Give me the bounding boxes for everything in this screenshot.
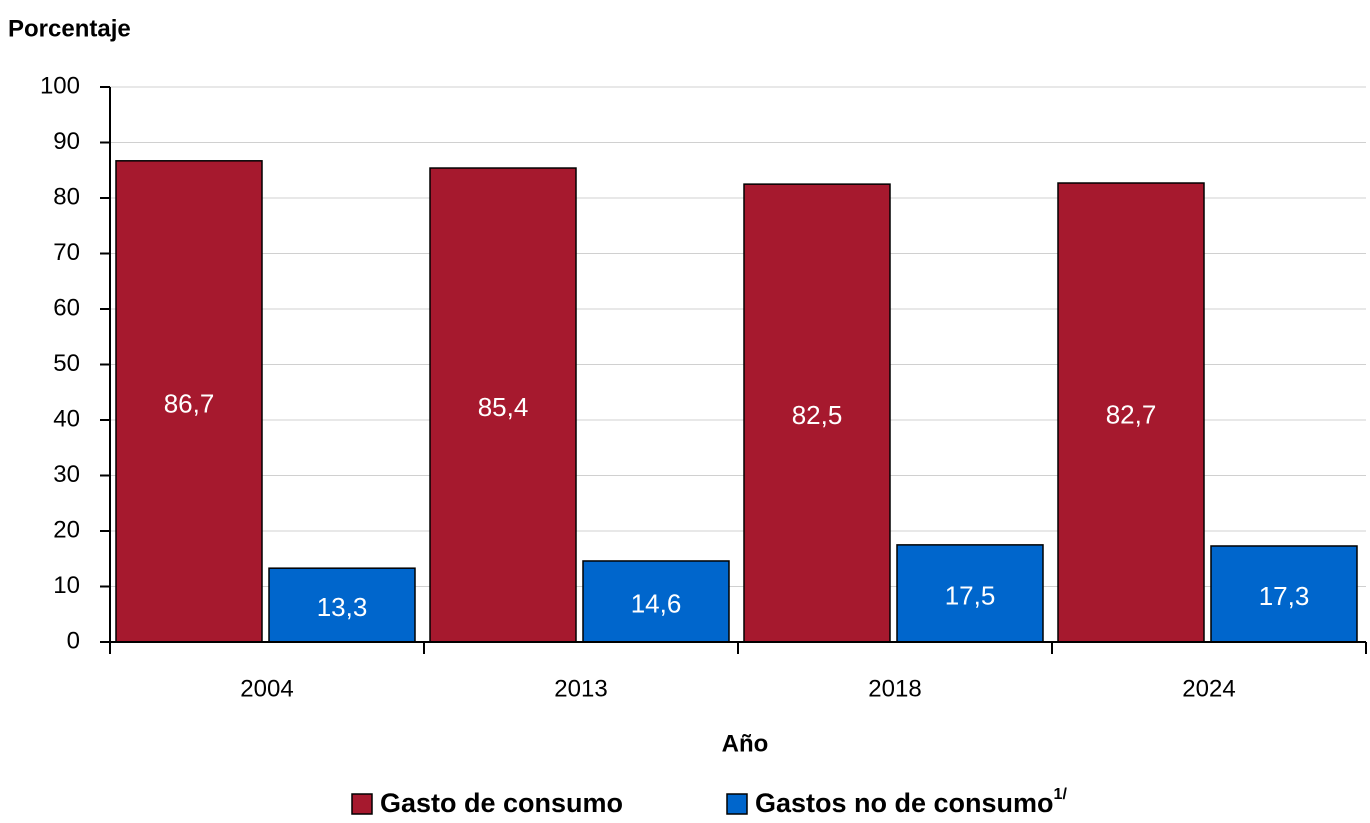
- legend-name: Gastos no de consumo: [755, 788, 1054, 818]
- legend-footnote: 1/: [1054, 786, 1068, 803]
- value-label: 85,4: [478, 392, 529, 422]
- legend-swatch: [726, 793, 748, 815]
- y-tick-label: 40: [53, 405, 80, 432]
- value-label: 13,3: [317, 592, 368, 622]
- legend-name: Gasto de consumo: [380, 788, 623, 818]
- y-tick-label: 80: [53, 183, 80, 210]
- bar: [743, 183, 891, 643]
- y-tick-label: 20: [53, 516, 80, 543]
- value-label: 82,5: [792, 400, 843, 430]
- y-tick-label: 60: [53, 294, 80, 321]
- y-tick-label: 0: [67, 627, 80, 654]
- x-axis-title: Año: [722, 730, 769, 757]
- y-tick-label: 70: [53, 239, 80, 266]
- x-tick-label: 2013: [554, 675, 607, 702]
- y-tick-label: 100: [40, 72, 80, 99]
- y-tick-label: 30: [53, 461, 80, 488]
- value-label: 17,3: [1259, 581, 1310, 611]
- value-label: 14,6: [631, 588, 682, 618]
- bar: [1057, 182, 1205, 643]
- legend-label: Gastos no de consumo1/: [755, 786, 1067, 818]
- x-tick-label: 2004: [240, 675, 293, 702]
- value-label: 82,7: [1106, 399, 1157, 429]
- bar: [1210, 545, 1358, 643]
- bar: [429, 167, 577, 643]
- y-tick-label: 90: [53, 128, 80, 155]
- bar: [896, 544, 1044, 643]
- value-label: 17,5: [945, 580, 996, 610]
- y-tick-label: 50: [53, 350, 80, 377]
- x-tick-label: 2024: [1182, 675, 1235, 702]
- y-tick-label: 10: [53, 572, 80, 599]
- legend-swatch: [351, 793, 373, 815]
- x-tick-label: 2018: [868, 675, 921, 702]
- value-label: 86,7: [164, 388, 215, 418]
- bar: [582, 560, 730, 643]
- legend-label: Gasto de consumo: [380, 788, 623, 818]
- y-axis-title: Porcentaje: [8, 15, 131, 42]
- bar: [115, 160, 263, 643]
